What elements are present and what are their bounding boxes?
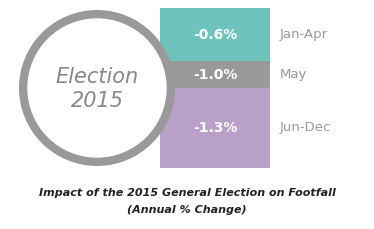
- Text: -1.0%: -1.0%: [193, 68, 237, 82]
- Text: Jun-Dec: Jun-Dec: [280, 122, 331, 134]
- Text: -0.6%: -0.6%: [193, 28, 237, 42]
- Text: -1.3%: -1.3%: [193, 121, 237, 135]
- Circle shape: [19, 10, 175, 166]
- Text: 2015: 2015: [71, 91, 123, 111]
- Text: (Annual % Change): (Annual % Change): [127, 205, 247, 215]
- Text: May: May: [280, 68, 307, 81]
- Text: Election: Election: [55, 67, 139, 87]
- Bar: [160, 88, 270, 168]
- Circle shape: [28, 19, 166, 157]
- Text: Impact of the 2015 General Election on Footfall: Impact of the 2015 General Election on F…: [39, 188, 335, 198]
- Bar: [160, 61, 270, 88]
- Text: Jan-Apr: Jan-Apr: [280, 28, 328, 41]
- Bar: [160, 8, 270, 61]
